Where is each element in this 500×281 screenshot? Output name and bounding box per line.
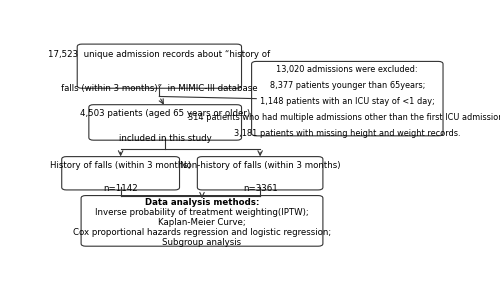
Text: 314 patients who had multiple admissions other than the first ICU admission;: 314 patients who had multiple admissions… bbox=[188, 113, 500, 122]
Text: 4,503 patients (aged 65 years or older): 4,503 patients (aged 65 years or older) bbox=[80, 109, 250, 118]
FancyBboxPatch shape bbox=[198, 157, 323, 190]
FancyBboxPatch shape bbox=[89, 105, 242, 140]
Text: 8,377 patients younger than 65years;: 8,377 patients younger than 65years; bbox=[270, 81, 425, 90]
Text: Cox proportional hazards regression and logistic regression;: Cox proportional hazards regression and … bbox=[73, 228, 331, 237]
Text: Non-history of falls (within 3 months): Non-history of falls (within 3 months) bbox=[180, 161, 340, 170]
Text: History of falls (within 3 months): History of falls (within 3 months) bbox=[50, 161, 191, 170]
Text: n=1142: n=1142 bbox=[104, 184, 138, 193]
Text: Kaplan-Meier Curve;: Kaplan-Meier Curve; bbox=[158, 218, 246, 227]
Text: 13,020 admissions were excluded:: 13,020 admissions were excluded: bbox=[276, 65, 418, 74]
Text: falls (within 3 months)”  in MIMIC-III database: falls (within 3 months)” in MIMIC-III da… bbox=[61, 84, 258, 93]
Text: Subgroup analysis: Subgroup analysis bbox=[162, 238, 242, 247]
Text: 17,523  unique admission records about “history of: 17,523 unique admission records about “h… bbox=[48, 50, 270, 59]
Text: included in this study: included in this study bbox=[119, 134, 212, 143]
FancyBboxPatch shape bbox=[62, 157, 180, 190]
Text: 3,181 patients with missing height and weight records.: 3,181 patients with missing height and w… bbox=[234, 128, 460, 138]
FancyBboxPatch shape bbox=[252, 62, 443, 136]
FancyBboxPatch shape bbox=[81, 196, 323, 246]
FancyBboxPatch shape bbox=[77, 44, 241, 88]
Text: 1,148 patients with an ICU stay of <1 day;: 1,148 patients with an ICU stay of <1 da… bbox=[260, 97, 434, 106]
Text: Data analysis methods:: Data analysis methods: bbox=[145, 198, 259, 207]
Text: n=3361: n=3361 bbox=[243, 184, 278, 193]
Text: Inverse probability of treatment weighting(IPTW);: Inverse probability of treatment weighti… bbox=[95, 208, 309, 217]
